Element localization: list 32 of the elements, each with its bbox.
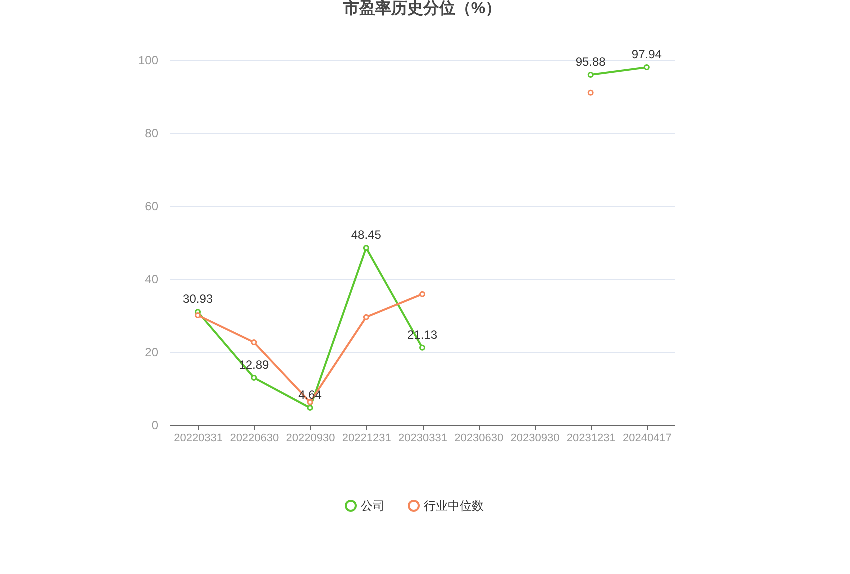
legend-label: 公司	[361, 499, 385, 513]
y-tick-label: 40	[145, 272, 159, 286]
y-tick-label: 20	[145, 346, 159, 360]
y-tick-label: 100	[138, 54, 159, 68]
point	[644, 64, 650, 70]
x-tick-label: 20230630	[454, 432, 504, 444]
x-tick-label: 20230331	[398, 432, 448, 444]
y-tick-label: 60	[145, 200, 159, 214]
point	[251, 340, 258, 346]
x-tick-label: 20240417	[622, 432, 672, 444]
x-tick-label: 20231231	[566, 432, 616, 444]
chart-title: 市盈率历史分位（%）	[342, 0, 502, 18]
y-tick-label: 80	[145, 126, 159, 140]
x-tick-label: 20220331	[174, 432, 224, 444]
point	[588, 72, 594, 78]
point	[307, 405, 314, 412]
data-label: 97.94	[632, 48, 662, 62]
point	[363, 245, 370, 252]
point	[195, 312, 202, 318]
point	[420, 291, 426, 298]
x-tick-label: 20221231	[342, 432, 392, 444]
y-tick-label: 0	[152, 418, 159, 432]
legend-label: 行业中位数	[424, 499, 484, 513]
data-label: 95.88	[576, 55, 606, 70]
data-label: 48.45	[351, 228, 382, 242]
x-tick-label: 20220630	[230, 432, 280, 444]
point	[363, 314, 370, 320]
point	[251, 374, 258, 381]
data-label: 30.93	[183, 292, 214, 306]
x-tick-label: 20230930	[510, 432, 560, 444]
x-tick-label: 20220930	[286, 432, 336, 444]
point	[420, 344, 426, 351]
